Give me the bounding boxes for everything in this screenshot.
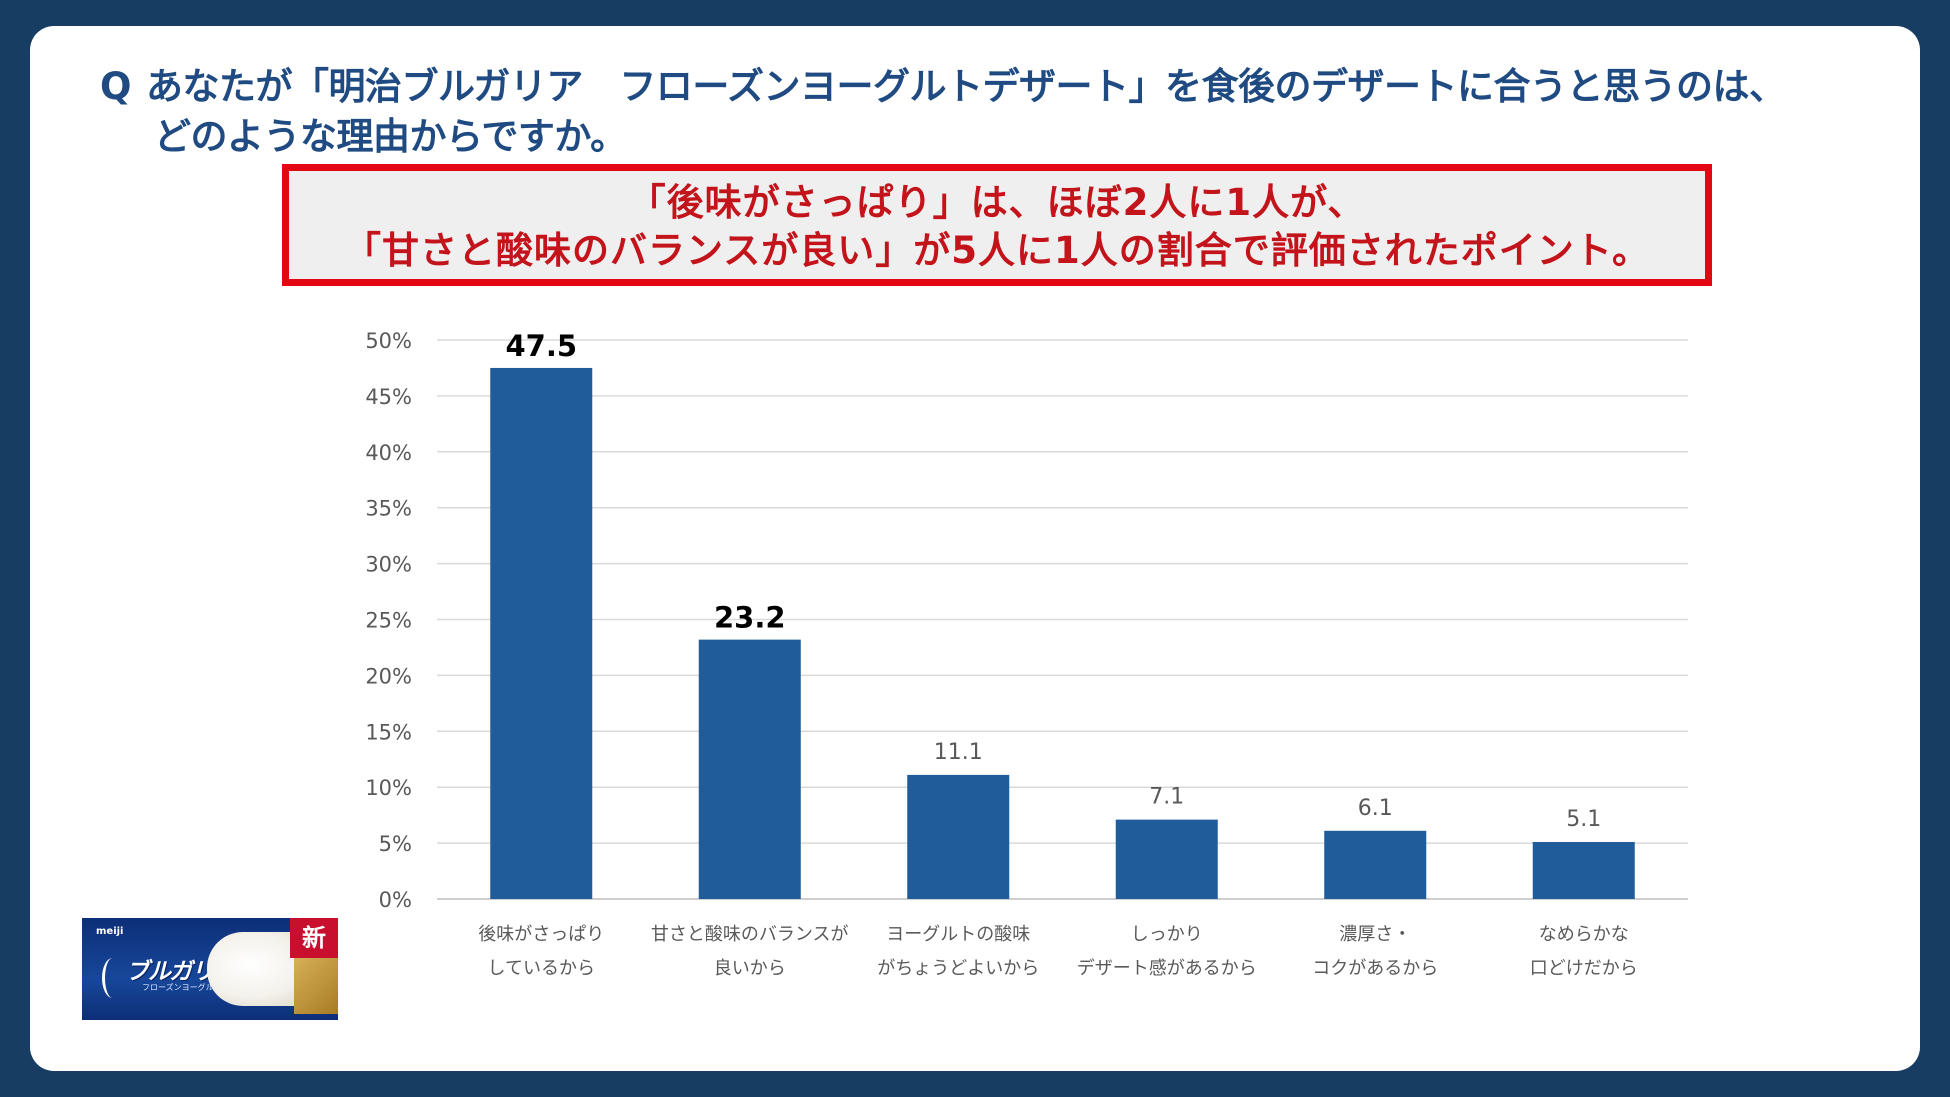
x-tick-label: しているから bbox=[488, 958, 595, 979]
data-label: 23.2 bbox=[714, 601, 786, 635]
key-finding-line-1: 「後味がさっぱり」は、ほぼ2人に1人が、 bbox=[628, 181, 1366, 224]
y-tick-label: 25% bbox=[365, 609, 412, 633]
x-tick-label: 濃厚さ・ bbox=[1339, 924, 1411, 945]
y-tick-label: 40% bbox=[365, 441, 412, 465]
bar bbox=[1324, 830, 1427, 899]
y-tick-label: 35% bbox=[365, 497, 412, 521]
x-tick-label: 口どけだから bbox=[1530, 958, 1638, 979]
data-label: 11.1 bbox=[934, 740, 983, 765]
x-tick-label: なめらかな bbox=[1539, 924, 1629, 945]
bar bbox=[907, 774, 1010, 899]
y-tick-label: 30% bbox=[365, 553, 412, 577]
product-maker-logo: meiji bbox=[96, 926, 124, 937]
gold-stripe-decoration bbox=[294, 954, 338, 1014]
data-label: 5.1 bbox=[1566, 807, 1601, 832]
data-label: 47.5 bbox=[505, 329, 577, 363]
data-label: 7.1 bbox=[1149, 785, 1184, 810]
question-mark: Q bbox=[100, 65, 131, 108]
x-tick-label: 甘さと酸味のバランスが bbox=[651, 924, 849, 945]
y-tick-label: 45% bbox=[365, 385, 412, 409]
data-label: 6.1 bbox=[1358, 796, 1393, 821]
bar bbox=[490, 367, 593, 899]
y-tick-label: 0% bbox=[379, 888, 412, 912]
question-title: Q あなたが「明治ブルガリア フローズンヨーグルトデザート」を食後のデザートに合う… bbox=[100, 62, 1800, 162]
product-image: meiji ブルガリア フローズンヨーグルトデザート 新 bbox=[82, 918, 338, 1020]
x-tick-label: がちょうどよいから bbox=[877, 958, 1039, 979]
y-tick-label: 20% bbox=[365, 664, 412, 688]
bar bbox=[1532, 841, 1635, 899]
x-tick-label: デザート感があるから bbox=[1077, 958, 1257, 979]
product-subtitle: フローズンヨーグルトデザート bbox=[142, 983, 254, 992]
question-line-2: どのような理由からですか。 bbox=[154, 115, 627, 158]
key-finding-box: 「後味がさっぱり」は、ほぼ2人に1人が、 「甘さと酸味のバランスが良い」が5人に… bbox=[282, 164, 1712, 286]
bar bbox=[698, 639, 801, 899]
y-tick-label: 15% bbox=[365, 720, 412, 744]
new-badge: 新 bbox=[290, 918, 338, 958]
product-swirl-decoration bbox=[102, 958, 123, 998]
x-tick-label: コクがあるから bbox=[1312, 958, 1438, 979]
key-finding-line-2: 「甘さと酸味のバランスが良い」が5人に1人の割合で評価されたポイント。 bbox=[343, 229, 1650, 272]
x-tick-label: 後味がさっぱり bbox=[478, 924, 604, 945]
y-tick-label: 5% bbox=[379, 832, 412, 856]
x-tick-label: しっかり bbox=[1131, 924, 1203, 945]
y-tick-label: 10% bbox=[365, 776, 412, 800]
x-tick-label: 良いから bbox=[714, 958, 786, 979]
x-tick-label: ヨーグルトの酸味 bbox=[886, 924, 1030, 945]
y-tick-label: 50% bbox=[365, 329, 412, 353]
question-line-1: あなたが「明治ブルガリア フローズンヨーグルトデザート」を食後のデザートに合うと… bbox=[146, 65, 1786, 108]
bar bbox=[1115, 819, 1218, 899]
